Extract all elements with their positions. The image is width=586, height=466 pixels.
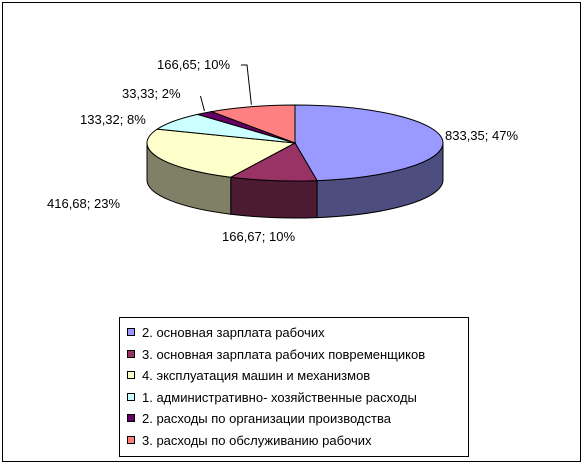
pie-side-1 (230, 176, 318, 219)
legend: 2. основная зарплата рабочих 3. основная… (119, 317, 469, 457)
legend-label: 4. эксплуатация машин и механизмов (142, 368, 371, 383)
legend-swatch (127, 371, 135, 379)
chart-frame: 833,35; 47% 166,67; 10% 416,68; 23% 133,32;… (2, 2, 581, 462)
legend-item-1: 3. основная зарплата рабочих повременщик… (120, 344, 468, 366)
pie-slice-0 (294, 104, 444, 182)
data-label-5: 166,65; 10% (157, 57, 230, 72)
pie-slice-1 (229, 142, 318, 182)
leader-line-5 (241, 64, 252, 105)
legend-item-0: 2. основная зарплата рабочих (120, 322, 468, 344)
legend-label: 3. расходы по обслуживанию рабочих (142, 432, 372, 448)
data-label-0: 833,35; 47% (445, 128, 518, 143)
legend-swatch (127, 435, 135, 444)
leader-lines (199, 64, 252, 112)
data-label-2: 416,68; 23% (47, 196, 120, 211)
pie-tops (146, 104, 444, 182)
legend-item-5: 3. расходы по обслуживанию рабочих (120, 430, 468, 452)
leader-line-4 (199, 95, 205, 112)
legend-label: 3. основная зарплата рабочих повременщик… (142, 346, 426, 362)
data-label-1: 166,67; 10% (222, 229, 295, 244)
legend-swatch (127, 349, 135, 358)
legend-item-2: 4. эксплуатация машин и механизмов (120, 365, 468, 387)
legend-label: 2. основная зарплата рабочих (142, 325, 325, 340)
legend-swatch (127, 414, 135, 422)
legend-item-4: 2. расходы по организации производства (120, 408, 468, 430)
pie-slice-5 (209, 104, 296, 144)
pie-chart: 833,35; 47% 166,67; 10% 416,68; 23% 133,32;… (47, 57, 518, 244)
pie-sides (146, 142, 444, 219)
data-label-3: 133,32; 8% (80, 112, 146, 127)
legend-item-3: 1. административно- хозяйственные расход… (120, 387, 468, 409)
legend-swatch (127, 392, 135, 401)
pie-slice-2 (146, 128, 297, 178)
legend-label: 1. административно- хозяйственные расход… (142, 389, 417, 405)
legend-label: 2. расходы по организации производства (142, 411, 391, 426)
data-labels: 833,35; 47% 166,67; 10% 416,68; 23% 133,32;… (47, 57, 518, 244)
legend-swatch (127, 328, 135, 336)
data-label-4: 33,33; 2% (122, 86, 181, 101)
